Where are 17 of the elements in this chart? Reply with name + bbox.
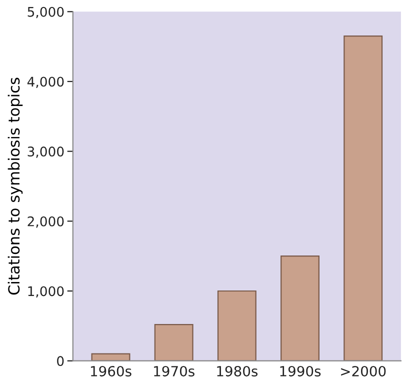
x-tick-label: 1980s [217, 366, 258, 376]
bar [280, 256, 320, 361]
y-tick-label: 2,000 [28, 216, 64, 228]
bar [91, 353, 130, 361]
x-tick-label: >2000 [341, 366, 386, 376]
bar [344, 36, 383, 361]
y-tick-label: 5,000 [28, 6, 64, 18]
bar [154, 324, 194, 361]
x-tick-label: 1960s [90, 366, 132, 376]
y-axis-title: Citations to symbiosis topics [8, 78, 23, 295]
y-tick-label: 4,000 [27, 76, 64, 88]
y-tick-label: 1,000 [28, 286, 64, 298]
x-tick-label: 1970s [154, 366, 194, 376]
y-tick-label: 0 [57, 356, 64, 366]
x-tick-label: 1990s [280, 366, 321, 376]
bar [217, 290, 256, 361]
y-tick-label: 3,000 [28, 146, 64, 158]
